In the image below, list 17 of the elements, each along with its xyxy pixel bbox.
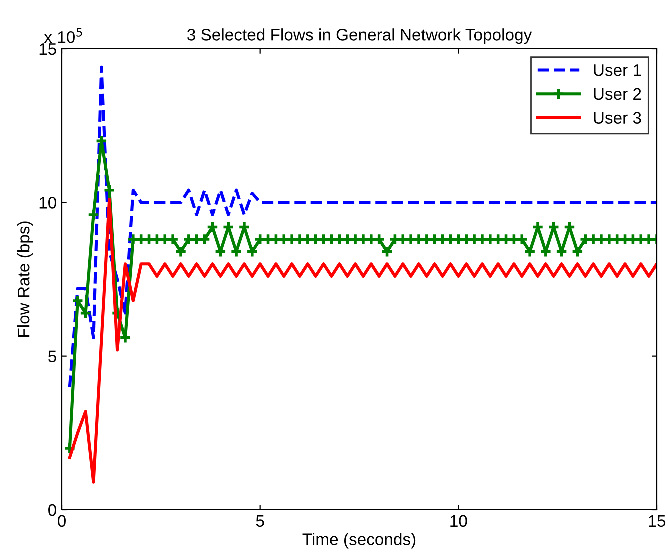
- line-series: [68, 198, 657, 484]
- x-tick-label: 15: [649, 515, 666, 528]
- x-tick-label: 5: [256, 515, 264, 528]
- x-axis-title: Time (seconds): [302, 533, 416, 549]
- x-tick-label: 0: [58, 515, 66, 528]
- legend-label: User 2: [594, 88, 642, 100]
- y-tick-label: 15: [40, 44, 56, 56]
- chart-title: 3 Selected Flows in General Network Topology: [188, 28, 532, 44]
- text: x 10$^{5}$: [44, 28, 82, 44]
- y-tick-label: 10: [40, 197, 56, 209]
- legend-label: User 1: [594, 64, 642, 76]
- line-series: [68, 66, 657, 389]
- y-tick-label: 0: [48, 504, 56, 516]
- legend-label: User 3: [594, 112, 642, 124]
- y-axis-title: Flow Rate (bps): [18, 222, 34, 337]
- x-tick-label: 10: [450, 515, 468, 528]
- y-tick-label: 5: [48, 350, 56, 363]
